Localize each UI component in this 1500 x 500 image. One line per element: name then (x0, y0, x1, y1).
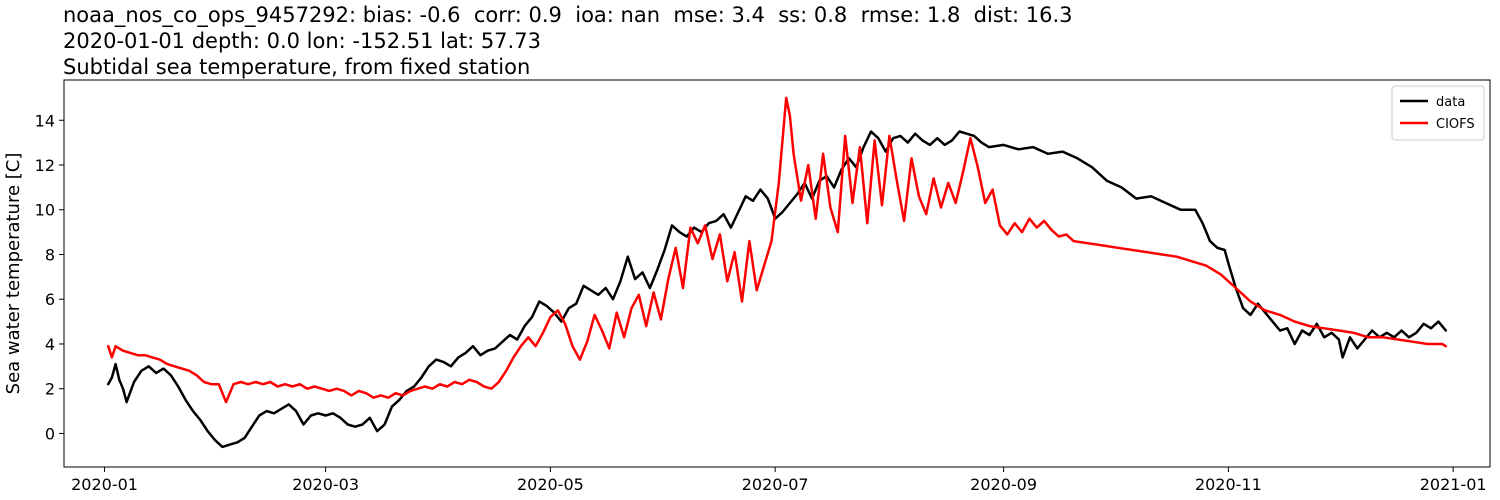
y-axis-ticks: 0 2 4 6 8 10 12 14 (35, 111, 64, 443)
x-tick-label: 2020-09 (970, 475, 1037, 494)
series-layer (106, 96, 1448, 449)
x-tick-label: 2020-11 (1195, 475, 1262, 494)
y-tick-label: 6 (45, 290, 55, 309)
legend-label-data: data (1436, 95, 1465, 110)
y-tick-label: 0 (45, 424, 55, 443)
plot-area-frame (63, 79, 1491, 468)
y-axis-label: Sea water temperature [C] (3, 153, 24, 395)
x-tick-label: 2020-05 (517, 475, 584, 494)
x-tick-label: 2021-01 (1420, 475, 1487, 494)
x-axis-ticks: 2020-01 2020-03 2020-05 2020-07 2020-09 2020-… (71, 467, 1487, 494)
y-tick-label: 12 (35, 156, 55, 175)
legend-box (1391, 85, 1485, 141)
chart-title-location: 2020-01-01 depth: 0.0 lon: -152.51 lat: … (63, 29, 541, 53)
y-tick-label: 4 (45, 335, 55, 354)
series-line-ciofs (106, 96, 1448, 404)
y-tick-label: 10 (35, 201, 55, 220)
chart-title-description: Subtidal sea temperature, from fixed sta… (63, 55, 531, 79)
x-tick-label: 2020-03 (292, 475, 359, 494)
legend: data CIOFS (1391, 85, 1485, 141)
legend-label-ciofs: CIOFS (1436, 117, 1475, 132)
x-tick-label: 2020-01 (71, 475, 138, 494)
y-tick-label: 14 (35, 111, 55, 130)
chart-title-stats: noaa_nos_co_ops_9457292: bias: -0.6 corr… (63, 3, 1073, 27)
x-tick-label: 2020-07 (742, 475, 809, 494)
series-line-data (106, 130, 1448, 449)
y-tick-label: 2 (45, 380, 55, 399)
y-tick-label: 8 (45, 245, 55, 264)
